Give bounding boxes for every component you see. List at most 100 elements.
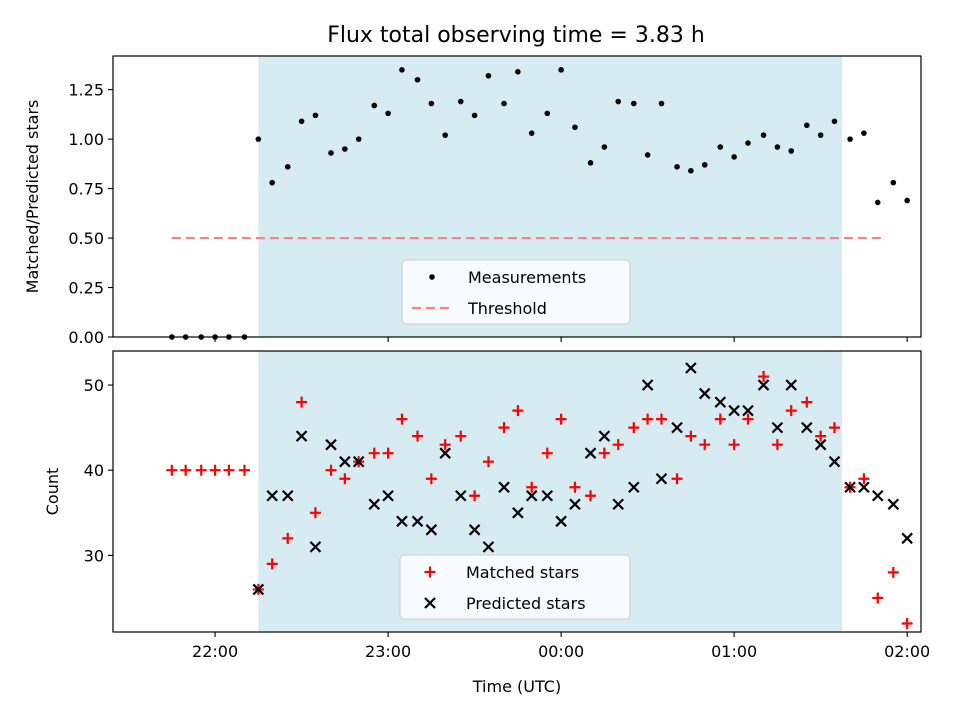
measurement-point: [399, 67, 405, 73]
measurement-point: [804, 122, 810, 129]
matched-star-point: [872, 592, 884, 604]
predicted-star-point: [498, 481, 510, 494]
y-axis-label: Count: [43, 468, 62, 516]
legend-box: [399, 554, 631, 620]
predicted-star-point: [252, 583, 265, 596]
y-tick-label: 0.75: [68, 180, 104, 199]
measurement-point: [630, 100, 637, 107]
predicted-star-point: [454, 489, 467, 502]
matched-star-point: [526, 481, 538, 493]
matched-star-point: [325, 464, 337, 476]
predicted-star-point: [801, 421, 813, 434]
bottom-panel: 30 40 50 22:00 23:00 00:00 01:00 02:00 Count Time…: [43, 350, 930, 696]
matched-star-point: [439, 439, 451, 451]
legend-marker: [424, 597, 436, 609]
measurement-point: [658, 100, 665, 107]
predicted-star-point: [482, 541, 495, 553]
measurement-point: [831, 118, 838, 125]
matched-star-point: [412, 430, 424, 442]
measurement-point: [355, 136, 362, 142]
measurement-point: [371, 102, 378, 109]
matched-star-point: [742, 413, 754, 425]
predicted-star-point: [671, 421, 683, 434]
measurement-point: [312, 112, 319, 119]
predicted-star-point: [887, 498, 900, 511]
matched-star-point: [642, 413, 654, 425]
x-tick-label: 02:00: [884, 642, 930, 661]
predicted-star-point: [468, 524, 481, 536]
measurement-point: [861, 130, 867, 136]
legend: Matched stars Predicted stars: [399, 554, 631, 620]
predicted-star-point: [612, 498, 624, 511]
matched-star-point: [828, 422, 840, 434]
x-tick-label: 01:00: [711, 642, 757, 661]
matched-star-point: [396, 413, 408, 425]
y-tick-label: 1.00: [68, 130, 104, 149]
predicted-star-point: [828, 455, 841, 468]
matched-star-point: [555, 413, 567, 425]
matched-star-point: [714, 413, 726, 425]
matched-star-point: [685, 430, 697, 442]
predicted-star-point: [425, 524, 438, 536]
matched-star-point: [858, 473, 870, 485]
measurement-point: [515, 69, 521, 75]
matched-star-point: [209, 464, 221, 476]
measurement-point: [255, 136, 262, 142]
measurement-point: [615, 98, 622, 105]
matched-star-point: [901, 617, 913, 629]
predicted-star-point: [598, 430, 611, 442]
matched-star-point: [785, 405, 797, 417]
matched-star-point: [469, 490, 481, 502]
matched-star-point: [598, 447, 610, 459]
legend-label: Matched stars: [466, 563, 579, 582]
measurement-point: [847, 136, 853, 142]
predicted-star-point: [728, 404, 740, 417]
predicted-star-point: [871, 489, 884, 502]
measurement-point: [269, 179, 275, 186]
predicted-star-point: [512, 507, 524, 519]
predicted-star-point: [714, 396, 727, 408]
top-panel: 0.00 0.25 0.50 0.75 1.00 1.25 Matched/Predicte…: [23, 55, 922, 347]
legend: Measurements Threshold: [401, 259, 631, 325]
predicted-star-point: [309, 541, 322, 553]
predicted-star-point: [382, 489, 394, 502]
matched-star-point: [296, 396, 308, 408]
measurement-point: [601, 144, 608, 150]
measurement-point: [644, 152, 651, 158]
matched-star-point: [195, 464, 207, 476]
y-tick-label: 0.50: [68, 229, 104, 248]
measurement-point: [774, 144, 781, 150]
axes-frame: [112, 350, 922, 633]
matched-star-point: [628, 422, 640, 434]
measurement-point: [485, 72, 492, 79]
measurement-point: [457, 98, 464, 105]
measurement-point: [284, 164, 291, 170]
matched-star-point: [266, 558, 278, 570]
measurement-point: [528, 130, 535, 136]
predicted-star-point: [641, 379, 654, 391]
predicted-star-point: [411, 515, 424, 528]
matched-star-point: [482, 456, 494, 468]
measurement-point: [890, 179, 897, 186]
measurement-point: [701, 162, 708, 168]
predicted-star-point: [771, 421, 784, 434]
predicted-star-point: [525, 489, 538, 502]
predicted-star-point: [814, 438, 827, 451]
predicted-star-point: [685, 362, 697, 374]
measurement-point: [328, 150, 334, 156]
measurement-point: [342, 146, 348, 152]
measurement-point: [558, 67, 564, 73]
measurement-point: [817, 132, 824, 138]
measurement-point: [471, 112, 478, 119]
matched-star-point: [699, 439, 711, 451]
predicted-star-point: [569, 498, 581, 511]
matched-star-point: [238, 464, 250, 476]
measurement-point: [414, 76, 421, 83]
legend-label: Threshold: [467, 299, 547, 318]
predicted-star-point: [785, 379, 798, 391]
matched-star-point: [309, 507, 321, 519]
matched-star-point: [425, 473, 437, 485]
matched-star-point: [282, 532, 294, 544]
y-tick-label: 30: [84, 546, 104, 565]
